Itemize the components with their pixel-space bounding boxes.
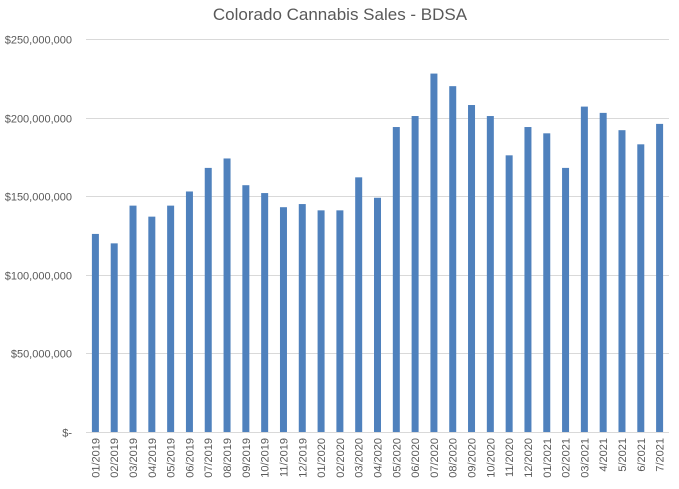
bar-01-2021 (543, 133, 551, 432)
bar-05-2019 (167, 205, 175, 432)
bar-12-2019 (298, 204, 306, 432)
x-tick-label: 02/2019 (109, 438, 121, 478)
bar-02-2020 (336, 210, 344, 432)
x-tick-label: 02/2020 (335, 438, 347, 478)
chart-title: Colorado Cannabis Sales - BDSA (213, 5, 468, 24)
bar-09-2019 (242, 185, 250, 432)
bar-09-2020 (468, 105, 476, 433)
x-tick-label: 10/2020 (485, 438, 497, 478)
x-tick-label: 07/2020 (429, 438, 441, 478)
x-tick-label: 05/2019 (166, 438, 178, 478)
bars (91, 73, 664, 433)
x-tick-label: 02/2021 (561, 438, 573, 478)
x-tick-label: 09/2019 (241, 438, 253, 478)
bar-06-2020 (411, 116, 419, 432)
bar-02-2019 (110, 243, 118, 432)
bar-02-2021 (562, 167, 570, 432)
x-tick-label: 12/2020 (523, 438, 535, 478)
y-tick-label: $- (62, 428, 72, 440)
bar-11-2020 (505, 155, 513, 432)
x-tick-label: 09/2020 (467, 438, 479, 478)
x-tick-label: 06/2020 (410, 438, 422, 478)
x-tick-label: 5/2021 (617, 438, 629, 472)
bar-06-2019 (185, 191, 193, 432)
x-tick-label: 12/2019 (297, 438, 309, 478)
x-tick-label: 03/2021 (579, 438, 591, 478)
bar-01-2019 (91, 233, 99, 432)
x-axis-tick-labels: 01/2019 02/2019 03/2019 04/2019 05/2019 06/20… (90, 438, 666, 478)
bar-04-2019 (148, 216, 156, 432)
bar-10-2019 (261, 193, 269, 432)
x-tick-label: 04/2020 (373, 438, 385, 478)
y-tick-label: $150,000,000 (5, 192, 72, 204)
bar-01-2020 (317, 210, 325, 432)
bar-4-2021 (599, 112, 607, 432)
bar-07-2020 (430, 73, 438, 432)
bar-05-2020 (392, 127, 400, 432)
x-tick-label: 10/2019 (260, 438, 272, 478)
x-tick-label: 01/2019 (90, 438, 102, 478)
x-tick-label: 6/2021 (636, 438, 648, 472)
x-tick-label: 01/2021 (542, 438, 554, 478)
bar-11-2019 (279, 207, 287, 432)
bar-07-2019 (204, 167, 212, 432)
y-tick-label: $50,000,000 (11, 349, 72, 361)
x-tick-label: 7/2021 (655, 438, 667, 472)
bar-03-2021 (580, 106, 588, 432)
bar-6-2021 (637, 144, 645, 432)
y-tick-label: $100,000,000 (5, 271, 72, 283)
x-tick-label: 11/2019 (278, 438, 290, 477)
bar-04-2020 (374, 197, 381, 432)
bar-5-2021 (618, 130, 626, 432)
x-tick-label: 05/2020 (391, 438, 403, 478)
x-tick-label: 08/2019 (222, 438, 234, 478)
x-tick-label: 11/2020 (504, 438, 516, 477)
x-tick-label: 04/2019 (147, 438, 159, 478)
y-axis-tick-labels: $- $50,000,000 $100,000,000 $150,000,000 $20… (5, 35, 73, 440)
bar-03-2020 (355, 177, 363, 432)
bar-7-2021 (656, 123, 664, 432)
bar-12-2020 (524, 127, 532, 432)
x-tick-label: 07/2019 (203, 438, 215, 478)
y-tick-label: $250,000,000 (5, 35, 72, 47)
bar-03-2019 (129, 205, 137, 432)
x-tick-label: 01/2020 (316, 438, 328, 478)
bar-08-2020 (449, 86, 457, 432)
x-tick-label: 03/2020 (354, 438, 366, 478)
x-tick-label: 4/2021 (598, 438, 610, 472)
x-tick-label: 06/2019 (184, 438, 196, 478)
bar-10-2020 (486, 116, 494, 432)
x-tick-label: 08/2020 (448, 438, 460, 478)
x-tick-label: 03/2019 (128, 438, 140, 478)
y-tick-label: $200,000,000 (5, 114, 72, 126)
bar-08-2019 (223, 158, 231, 432)
